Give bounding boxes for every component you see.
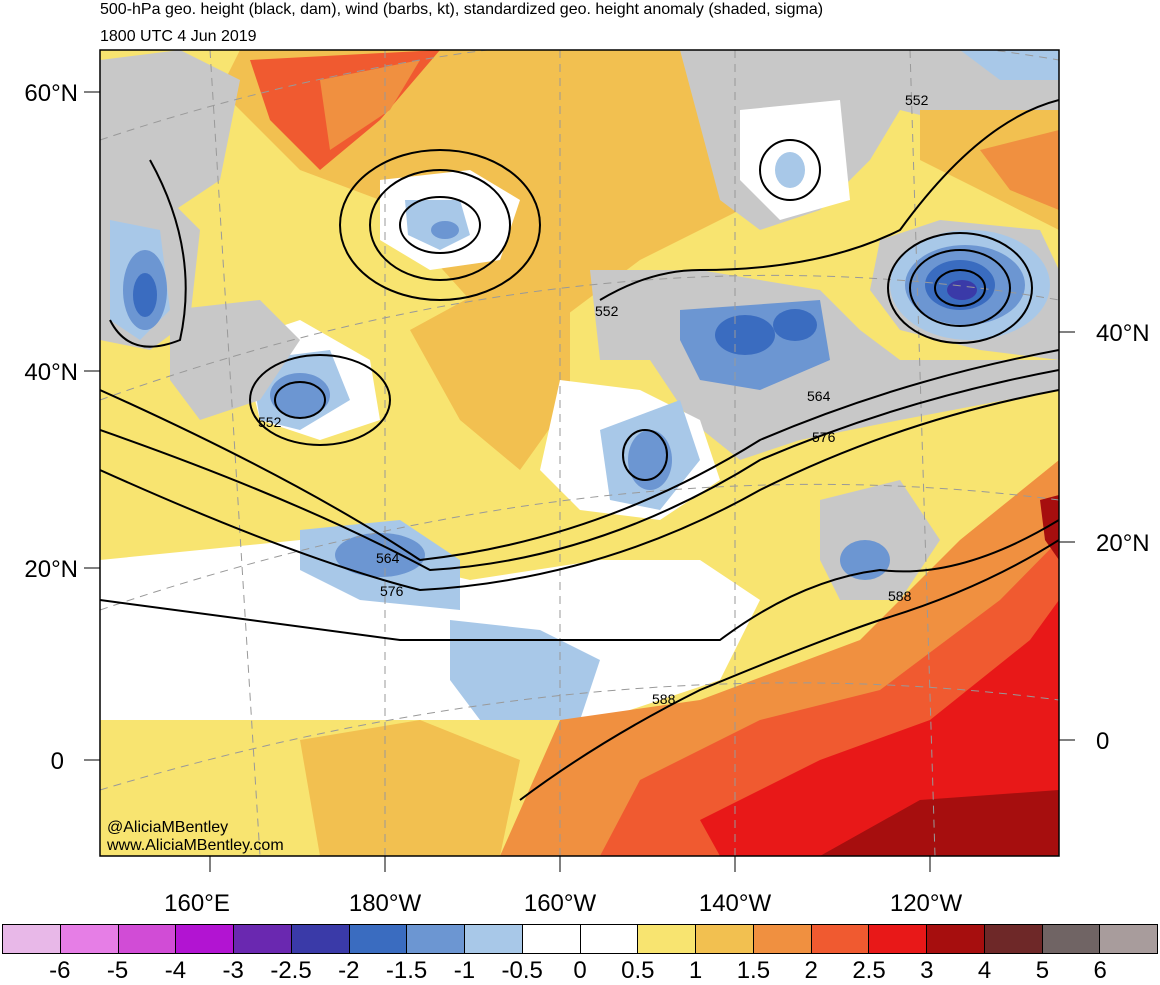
anomaly-map: 552 552 552 564 576 564 576 588 588 60°N… [24, 49, 1150, 917]
colorbar-label: 1 [688, 957, 703, 984]
colorbar-cell [3, 925, 61, 953]
credit-handle: @AliciaMBentley [107, 819, 228, 836]
contour-label: 552 [595, 303, 619, 319]
figure-title: 500-hPa geo. height (black, dam), wind (… [100, 1, 824, 18]
contour-label: 588 [888, 588, 912, 604]
colorbar-label: 5 [1035, 957, 1050, 984]
contour-label: 588 [652, 691, 676, 707]
colorbar-label: 1.5 [736, 957, 771, 984]
valid-time: 1800 UTC 4 Jun 2019 [100, 28, 257, 45]
colorbar-cell [811, 925, 870, 953]
lon-label: 180°W [349, 890, 422, 917]
colorbar-label: -6 [49, 957, 71, 984]
colorbar-label: -1.5 [385, 957, 428, 984]
colorbar-label: -3 [222, 957, 244, 984]
colorbar-cell [580, 925, 639, 953]
colorbar-label: 6 [1093, 957, 1107, 984]
colorbar-cell [291, 925, 350, 953]
colorbar-label: 0.5 [621, 957, 655, 984]
colorbar-label: 0 [573, 957, 587, 984]
lon-label: 160°E [164, 890, 230, 917]
lon-label: 160°W [524, 890, 597, 917]
contour-label: 564 [376, 550, 400, 566]
colorbar-cell [465, 925, 523, 953]
colorbar-label: -1 [453, 957, 476, 984]
lat-label-left: 60°N [24, 80, 78, 107]
colorbar-cell [60, 925, 119, 953]
lat-label-right: 40°N [1096, 320, 1150, 347]
colorbar-cell [696, 925, 754, 953]
lat-label-left: 0 [51, 748, 64, 775]
lon-label: 140°W [699, 890, 772, 917]
lat-label-left: 40°N [24, 359, 78, 386]
shaded-anomaly-field [100, 50, 1059, 856]
contour-label: 576 [812, 429, 836, 445]
lat-label-right: 0 [1096, 728, 1109, 755]
colorbar-label: -4 [164, 957, 187, 984]
colorbar-label: -2.5 [270, 957, 312, 984]
colorbar-cell [1042, 925, 1101, 953]
colorbar-cell [984, 925, 1043, 953]
axis-ticks [84, 91, 1075, 872]
lat-label-right: 20°N [1096, 530, 1150, 557]
colorbar-cell [927, 925, 985, 953]
colorbar-label: 2 [804, 957, 818, 984]
colorbar-cell [869, 925, 927, 953]
colorbar-label: 3 [920, 957, 934, 984]
colorbar-cell [1100, 925, 1157, 953]
colorbar-label: 4 [977, 957, 992, 984]
colorbar-label: -0.5 [501, 957, 543, 984]
lat-label-left: 20°N [24, 556, 78, 583]
colorbar-cell [753, 925, 812, 953]
height-contours [100, 99, 1059, 801]
colorbar-cell [522, 925, 581, 953]
colorbar-label: -2 [338, 957, 360, 984]
graticule [100, 50, 1059, 856]
contour-label: 564 [807, 388, 831, 404]
lon-label: 120°W [890, 890, 963, 917]
contour-label: 576 [380, 583, 404, 599]
plot-frame [99, 49, 1060, 857]
colorbar-cell [407, 925, 465, 953]
colorbar-cell [176, 925, 234, 953]
colorbar [2, 924, 1158, 954]
contour-label: 552 [258, 414, 282, 430]
colorbar-cell [118, 925, 177, 953]
credit-site: www.AliciaMBentley.com [106, 837, 284, 854]
colorbar-label: 2.5 [852, 957, 886, 984]
colorbar-cell [234, 925, 292, 953]
contour-label-group: 552 552 552 564 576 564 576 588 588 [258, 92, 929, 707]
colorbar-cell [349, 925, 408, 953]
colorbar-cell [638, 925, 696, 953]
contour-label: 552 [905, 92, 929, 108]
colorbar-label: -5 [106, 957, 129, 984]
